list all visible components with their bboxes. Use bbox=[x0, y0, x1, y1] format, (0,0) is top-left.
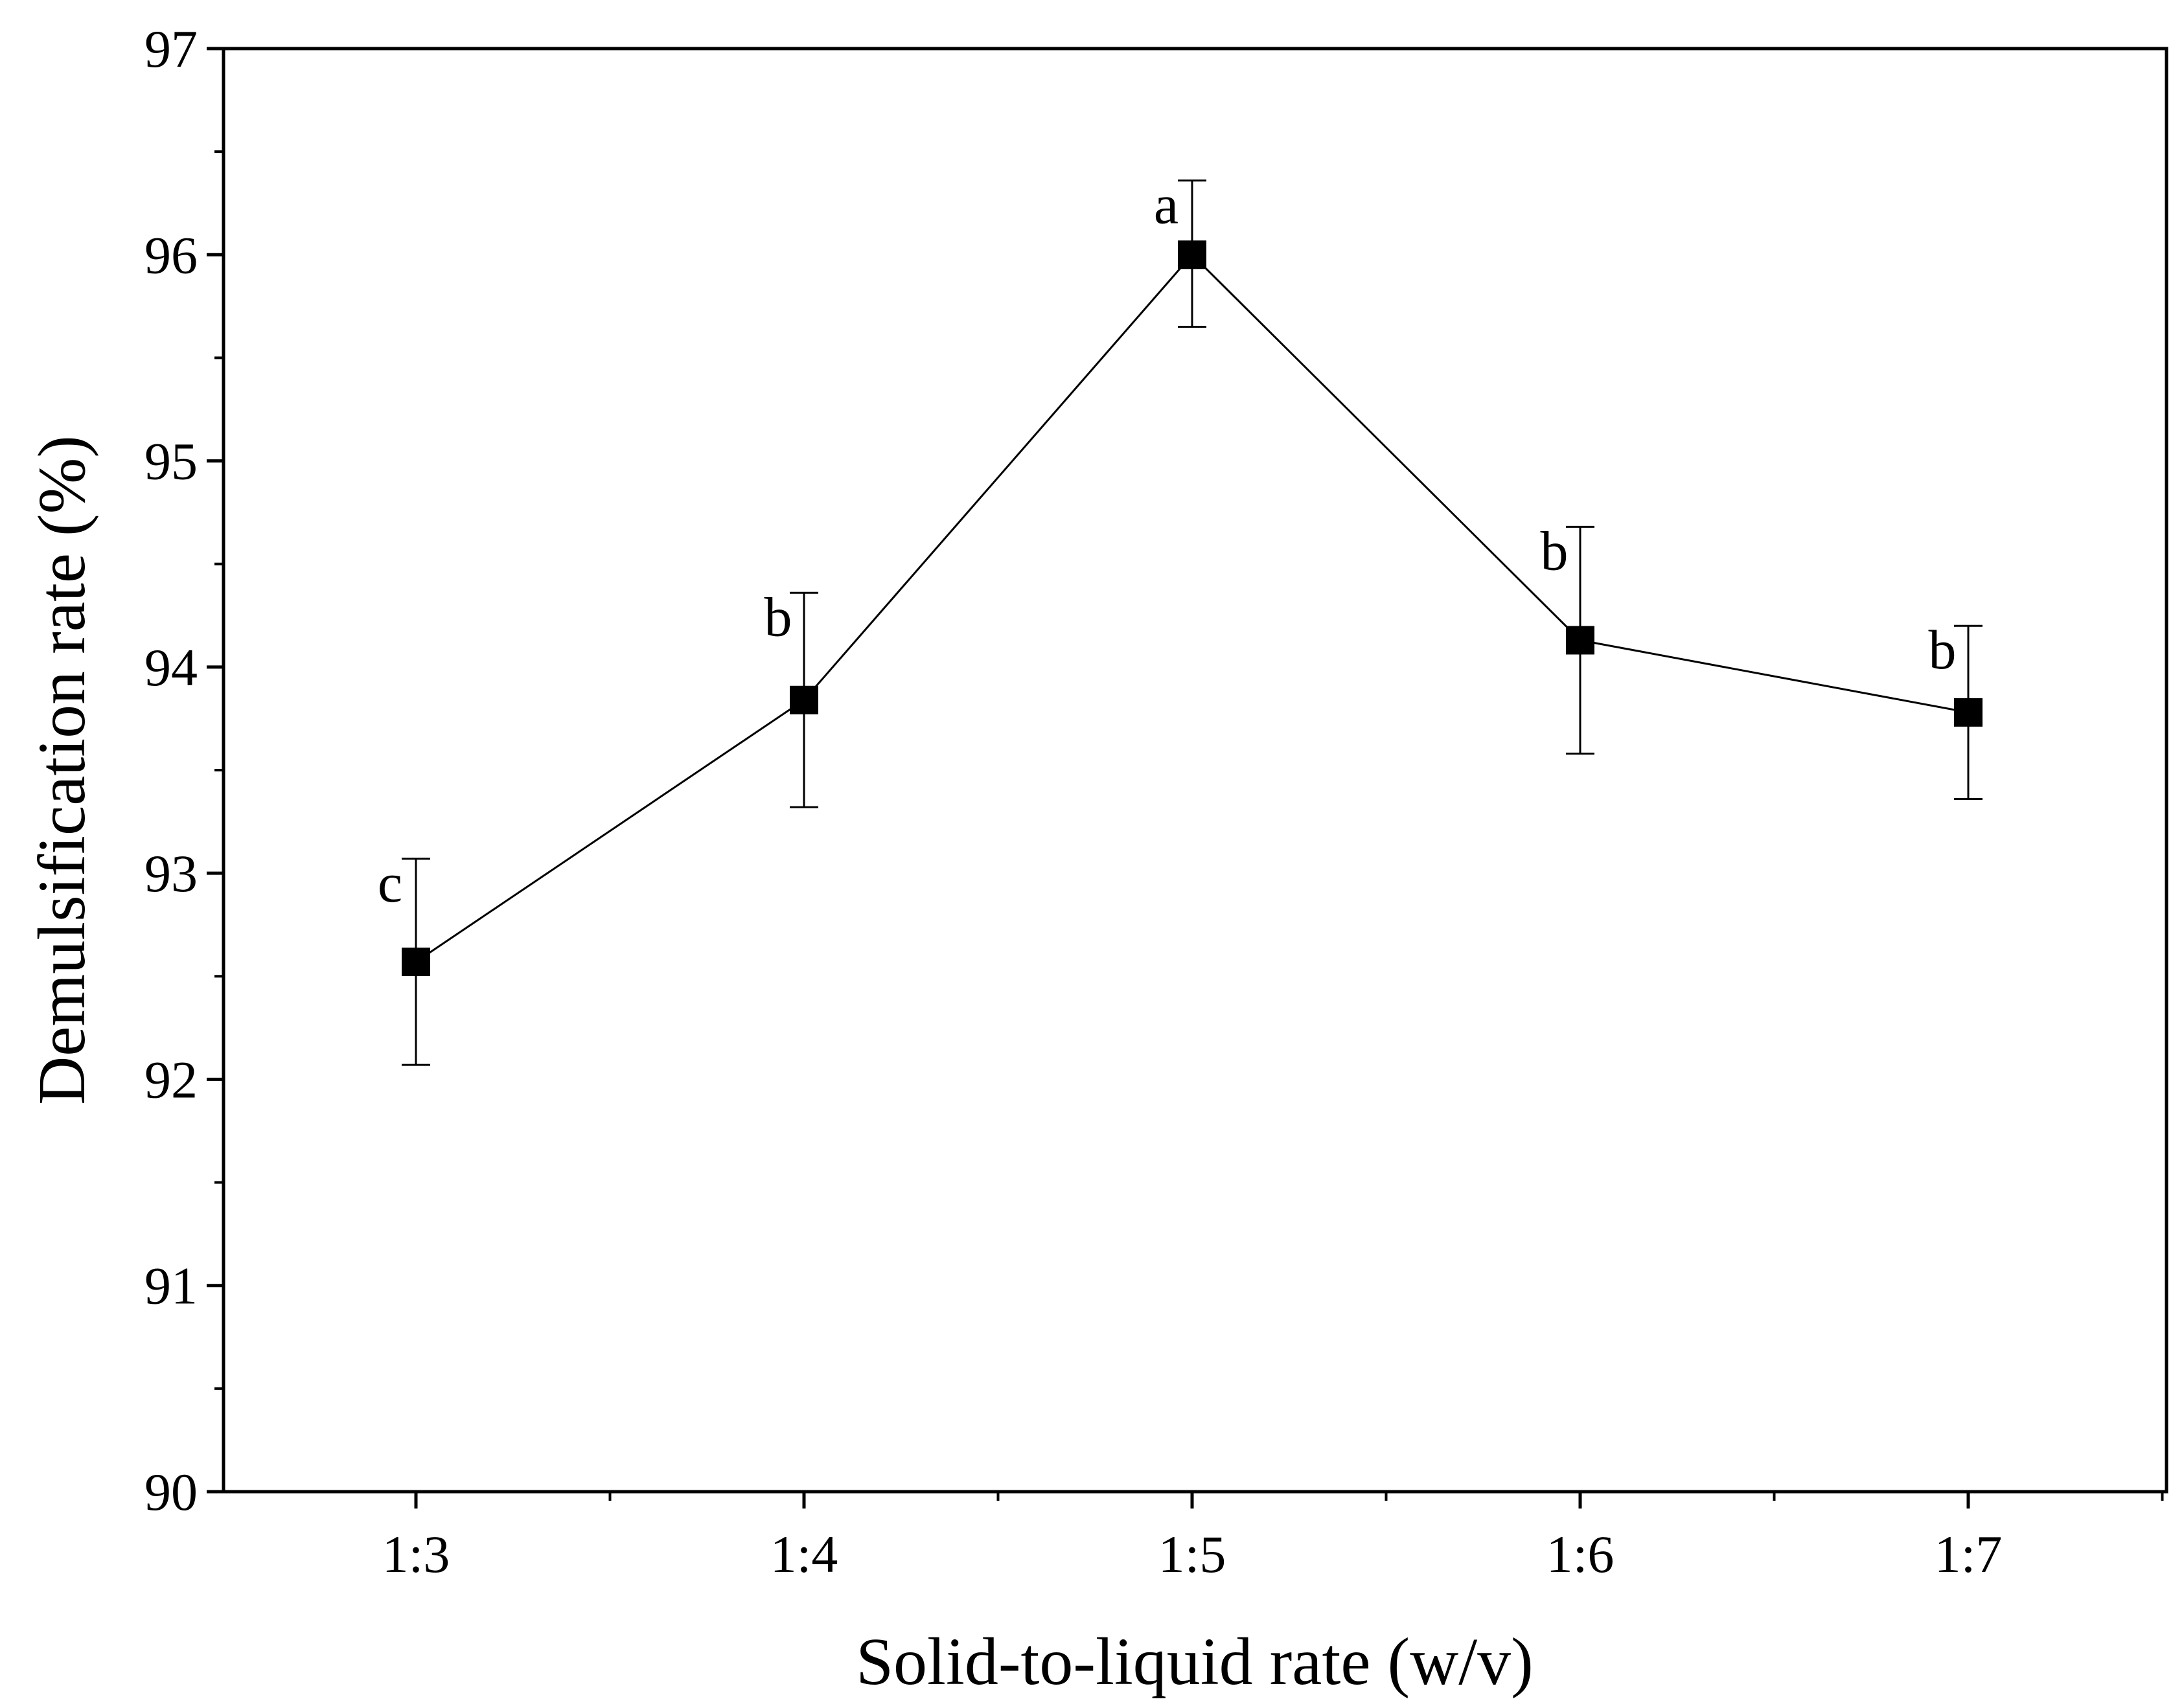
error-bars bbox=[402, 179, 1983, 1066]
significance-label: b bbox=[1929, 619, 1957, 681]
x-axis-title: Solid-to-liquid rate (w/v) bbox=[856, 1624, 1534, 1699]
significance-label: b bbox=[1541, 519, 1569, 582]
y-tick-label: 97 bbox=[144, 19, 198, 78]
data-markers bbox=[402, 240, 1983, 977]
data-point-1-7 bbox=[1954, 698, 1983, 727]
y-axis-ticks: 90 91 92 93 94 95 96 97 bbox=[144, 19, 224, 1521]
x-tick-label: 1:6 bbox=[1546, 1525, 1615, 1584]
x-tick-label: 1:4 bbox=[770, 1525, 838, 1584]
x-tick-label: 1:3 bbox=[382, 1525, 450, 1584]
y-tick-label: 91 bbox=[144, 1257, 198, 1315]
significance-label: b bbox=[764, 586, 792, 648]
y-tick-label: 92 bbox=[144, 1050, 198, 1109]
y-axis-title: Demulsification rate (%) bbox=[25, 435, 99, 1105]
data-point-1-5 bbox=[1178, 240, 1206, 269]
data-point-1-4 bbox=[790, 685, 818, 714]
data-point-1-3 bbox=[402, 948, 430, 977]
series-polyline bbox=[415, 253, 1969, 963]
data-point-1-6 bbox=[1566, 626, 1594, 655]
y-tick-label: 90 bbox=[144, 1463, 198, 1521]
x-tick-label: 1:7 bbox=[1935, 1525, 2003, 1584]
significance-label: c bbox=[378, 852, 402, 914]
series-line bbox=[415, 253, 1969, 963]
y-tick-label: 94 bbox=[144, 638, 198, 697]
x-tick-label: 1:5 bbox=[1158, 1525, 1226, 1584]
x-axis-ticks: 1:3 1:4 1:5 1:6 1:7 bbox=[382, 1492, 2164, 1584]
significance-labels: c b a b b bbox=[378, 174, 1957, 914]
y-tick-label: 96 bbox=[144, 225, 198, 284]
significance-label: a bbox=[1154, 174, 1178, 236]
y-tick-label: 95 bbox=[144, 432, 198, 491]
y-tick-label: 93 bbox=[144, 844, 198, 903]
